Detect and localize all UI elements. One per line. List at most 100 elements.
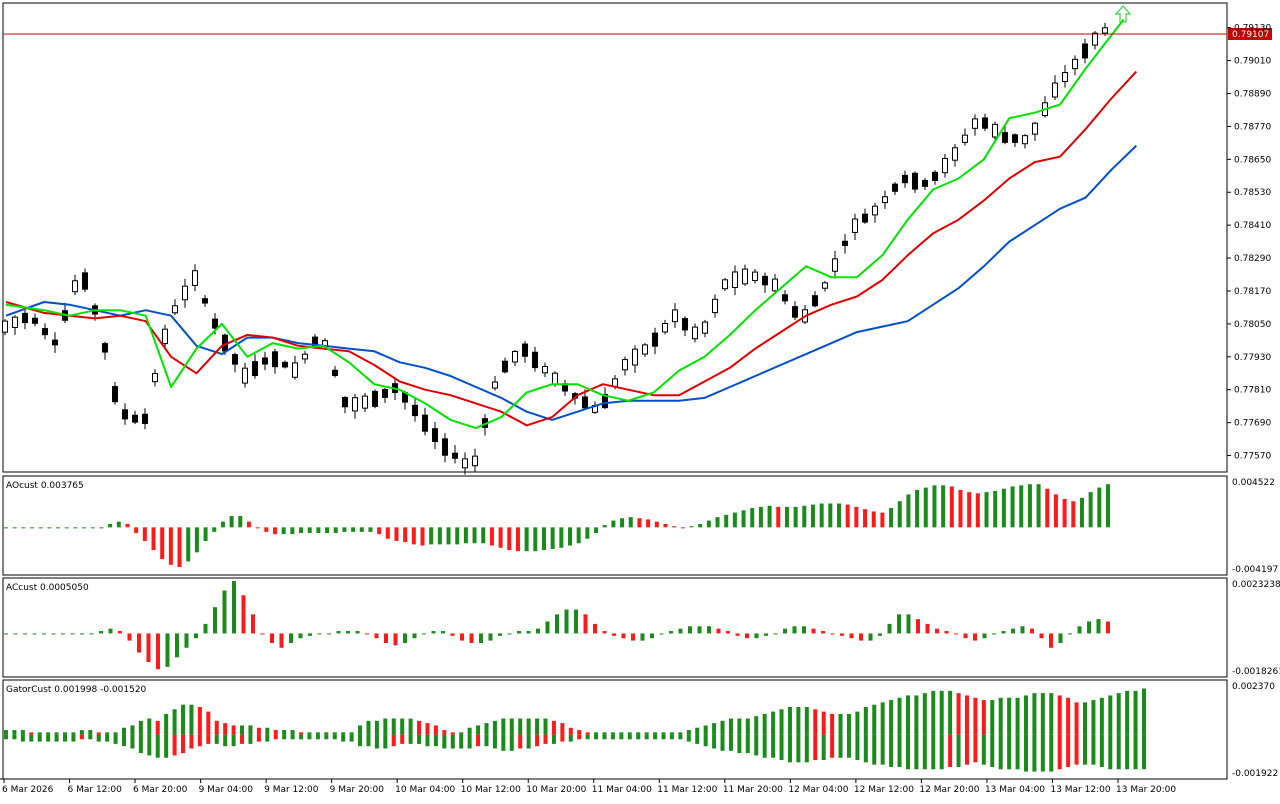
gator-lower-bar <box>1116 734 1121 770</box>
bid-price-label-bg <box>1228 27 1272 40</box>
candle-body <box>922 179 928 187</box>
gator-lower-bar <box>1133 734 1138 770</box>
gator-upper-bar <box>779 709 784 735</box>
gator-upper-bar <box>535 718 540 735</box>
candle-body <box>462 458 468 469</box>
ac-bar <box>726 631 730 634</box>
ac-bar <box>336 631 341 634</box>
gator-lower-bar <box>164 734 169 758</box>
ac-bar <box>783 628 787 634</box>
ac-bar <box>868 633 873 641</box>
ma-slow-line <box>5 144 1137 421</box>
gator-upper-bar <box>273 730 278 735</box>
gator-upper-bar <box>1057 695 1062 735</box>
ac-bar <box>194 633 198 639</box>
ao-bar <box>220 521 225 528</box>
gator-lower-bar <box>1007 734 1012 770</box>
gator-panel[interactable] <box>4 688 1146 772</box>
price-axis: 0.79107 0.79130 0.79010 0.78890 0.78770 0.78… <box>1227 24 1280 779</box>
gator-upper-bar <box>1015 697 1020 735</box>
gator-upper-bar <box>1023 695 1028 735</box>
ao-bar <box>1071 501 1076 528</box>
gator-upper-bar <box>998 697 1003 735</box>
ac-bar <box>773 633 778 635</box>
main-panel-frame <box>2 2 1228 473</box>
gator-lower-bar <box>138 734 143 754</box>
gator-upper-bar <box>922 693 927 735</box>
gator-lower-bar <box>1049 734 1054 772</box>
ac-bar <box>108 628 113 634</box>
gator-upper-bar <box>863 706 868 735</box>
ao-panel[interactable] <box>4 484 1110 568</box>
gator-upper-bar <box>1082 702 1087 735</box>
ao-bar <box>212 527 217 532</box>
gator-upper-bar <box>1040 693 1045 735</box>
gator-lower-bar <box>754 734 759 756</box>
ao-bar <box>967 492 972 528</box>
gator-upper-bar <box>122 727 127 735</box>
candle-body <box>42 328 48 336</box>
ac-bar <box>175 633 179 658</box>
price-panel[interactable] <box>2 5 1228 475</box>
candle-body <box>472 455 478 467</box>
gator-lower-bar <box>1040 734 1045 772</box>
ac-bar <box>507 633 512 635</box>
ao-bar <box>455 527 460 545</box>
buy-signal-arrow-icon <box>1114 5 1132 23</box>
gator-lower-bar <box>897 734 902 767</box>
ao-bar <box>958 489 963 528</box>
price-tick-label: 0.77690 <box>1234 419 1271 429</box>
ao-bar <box>915 489 920 528</box>
ac-panel-frame <box>2 577 1228 678</box>
ac-panel[interactable] <box>4 580 1110 670</box>
gator-lower-bar <box>408 734 413 744</box>
ac-bar <box>498 633 502 636</box>
ac-bar <box>716 628 721 634</box>
candle-body <box>82 272 88 290</box>
gator-lower-bar <box>1066 734 1071 767</box>
candle-body <box>2 320 8 333</box>
ac-bar <box>431 631 436 634</box>
gator-lower-bar <box>12 734 17 740</box>
gator-upper-bar <box>4 730 8 735</box>
candle-body <box>332 369 338 376</box>
gator-lower-bar <box>273 734 278 740</box>
ac-bar <box>1096 619 1101 634</box>
gator-lower-bar <box>661 734 666 740</box>
gator-lower-bar <box>223 734 228 747</box>
gator-upper-bar <box>299 732 304 735</box>
ac-bar <box>925 623 930 634</box>
gator-lower-bar <box>383 734 388 749</box>
gator-upper-bar <box>905 695 910 735</box>
gator-upper-bar <box>551 720 556 735</box>
candle-body <box>1072 58 1078 70</box>
time-tick-label: 13 Mar 20:00 <box>1116 785 1176 795</box>
candle-body <box>502 360 508 373</box>
gator-lower-bar <box>577 734 582 740</box>
gator-upper-bar <box>939 690 944 735</box>
candle-body <box>622 359 628 371</box>
gator-lower-bar <box>341 734 346 742</box>
ao-bar <box>108 523 113 528</box>
candle-body <box>612 378 618 387</box>
ac-bar <box>1011 628 1015 634</box>
gator-upper-bar <box>1032 693 1037 735</box>
candle-body <box>362 395 368 409</box>
gator-lower-bar <box>720 734 725 751</box>
gator-lower-bar <box>636 734 641 740</box>
gator-lower-bar <box>307 734 312 740</box>
gator-lower-bar <box>1015 734 1020 770</box>
ao-bar <box>125 523 130 528</box>
ao-bar <box>637 518 642 528</box>
candle-body <box>1002 132 1008 143</box>
ao-bar <box>663 523 668 528</box>
gator-lower-bar <box>71 734 76 742</box>
ac-bar <box>811 628 816 634</box>
gator-upper-bar <box>1142 688 1146 735</box>
candle-body <box>492 381 498 389</box>
candle-body <box>202 298 208 304</box>
candle-body <box>12 316 18 328</box>
ao-bar <box>160 527 165 560</box>
